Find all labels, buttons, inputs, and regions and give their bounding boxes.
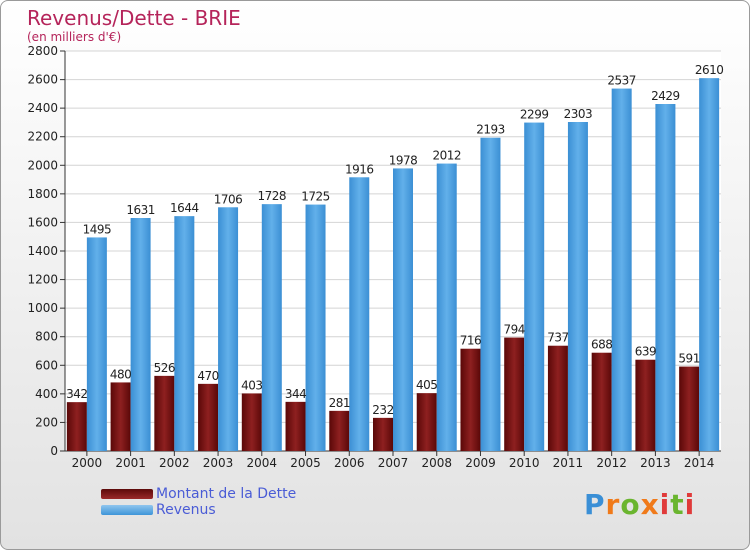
bar-revenue (567, 122, 588, 451)
y-tick-label: 800 (35, 330, 58, 344)
y-tick-label: 1600 (27, 215, 58, 229)
bar-revenue (436, 163, 457, 452)
data-label-debt: 639 (635, 345, 656, 359)
bar-revenue (393, 168, 413, 451)
bar-revenue (174, 216, 195, 451)
bar-debt (198, 383, 219, 451)
legend-label-debt: Montant de la Dette (156, 486, 297, 502)
y-tick-label: 400 (35, 387, 58, 401)
bar-debt (547, 345, 568, 451)
bar-debt (635, 359, 656, 451)
y-tick-label: 0 (50, 444, 58, 458)
bar-debt (329, 410, 350, 451)
x-tick-label: 2011 (553, 456, 584, 470)
bar-chart: 0 200 400 600 800 1000 1200 1400 1600 1800 2000 220… (27, 44, 724, 470)
data-label-debt: 281 (329, 396, 350, 410)
data-label-revenue: 2537 (607, 74, 636, 88)
proxiti-logo: Proxiti (584, 488, 696, 521)
data-label-revenue: 1728 (258, 189, 287, 203)
data-label-debt: 470 (197, 369, 218, 383)
bar-debt (285, 401, 306, 451)
bar-debt (110, 382, 131, 451)
bar-debt (504, 337, 525, 451)
data-label-debt: 591 (678, 352, 699, 366)
data-label-revenue: 1725 (301, 190, 330, 204)
x-tick-label: 2007 (378, 456, 409, 470)
data-label-revenue: 1644 (170, 201, 199, 215)
chart-subtitle: (en milliers d'€) (27, 30, 122, 44)
data-label-revenue: 2193 (476, 123, 505, 137)
bar-debt (66, 402, 87, 451)
x-tick-label: 2006 (334, 456, 365, 470)
x-tick-label: 2014 (684, 456, 715, 470)
y-tick-label: 1200 (27, 273, 58, 287)
bar-revenue (305, 204, 326, 451)
x-tick-label: 2001 (115, 456, 146, 470)
data-label-debt: 342 (66, 387, 87, 401)
y-tick-label: 2200 (27, 130, 58, 144)
data-label-debt: 737 (547, 331, 568, 345)
bar-revenue (611, 88, 632, 452)
data-label-debt: 344 (285, 387, 306, 401)
data-label-debt: 405 (416, 378, 437, 392)
bar-revenue (86, 237, 107, 451)
bar-revenue (699, 78, 720, 452)
y-tick-label: 1000 (27, 301, 58, 315)
data-label-revenue: 1978 (389, 153, 418, 167)
bar-revenue (480, 137, 501, 451)
legend-swatch-debt (101, 489, 153, 499)
data-label-revenue: 2303 (564, 107, 593, 121)
y-tick-label: 1800 (27, 187, 58, 201)
bar-revenue (261, 204, 282, 451)
data-label-revenue: 1706 (214, 192, 243, 206)
data-label-debt: 688 (591, 338, 612, 352)
bar-debt (591, 352, 612, 451)
data-label-debt: 403 (241, 378, 262, 392)
legend-label-revenue: Revenus (156, 502, 216, 518)
x-tick-label: 2008 (421, 456, 452, 470)
y-tick-label: 1400 (27, 244, 58, 258)
bar-revenue (130, 218, 151, 451)
y-tick-label: 2400 (27, 101, 58, 115)
bar-revenue (524, 122, 545, 452)
x-tick-label: 2005 (290, 456, 321, 470)
data-label-debt: 232 (372, 403, 393, 417)
data-label-revenue: 2429 (651, 89, 680, 103)
x-tick-label: 2009 (465, 456, 496, 470)
data-label-revenue: 1916 (345, 162, 374, 176)
x-tick-label: 2000 (72, 456, 103, 470)
y-tick-label: 600 (35, 358, 58, 372)
bar-revenue (218, 207, 239, 451)
bar-debt (679, 366, 700, 451)
x-tick-label: 2013 (640, 456, 671, 470)
x-tick-label: 2003 (203, 456, 234, 470)
bar-debt (154, 375, 175, 451)
chart-title: Revenus/Dette - BRIE (27, 6, 241, 30)
bar-debt (460, 348, 481, 451)
x-tick-label: 2010 (509, 456, 540, 470)
data-label-debt: 526 (154, 361, 175, 375)
data-label-revenue: 2610 (695, 63, 724, 77)
y-tick-label: 2800 (27, 44, 58, 58)
data-label-debt: 794 (503, 323, 524, 337)
legend-swatch-revenue (101, 505, 153, 515)
bar-revenue (349, 177, 370, 452)
y-tick-label: 2600 (27, 73, 58, 87)
x-tick-label: 2012 (596, 456, 627, 470)
x-tick-label: 2002 (159, 456, 190, 470)
data-label-debt: 480 (110, 367, 131, 381)
data-label-revenue: 1631 (126, 203, 155, 217)
y-tick-label: 2000 (27, 158, 58, 172)
bar-debt (241, 393, 262, 451)
bar-debt (373, 417, 393, 451)
x-tick-label: 2004 (247, 456, 278, 470)
data-label-debt: 716 (460, 334, 481, 348)
y-tick-label: 200 (35, 415, 58, 429)
bar-debt (416, 393, 437, 451)
data-label-revenue: 1495 (83, 222, 112, 236)
data-label-revenue: 2012 (432, 149, 461, 163)
bar-revenue (655, 104, 676, 451)
data-label-revenue: 2299 (520, 108, 549, 122)
